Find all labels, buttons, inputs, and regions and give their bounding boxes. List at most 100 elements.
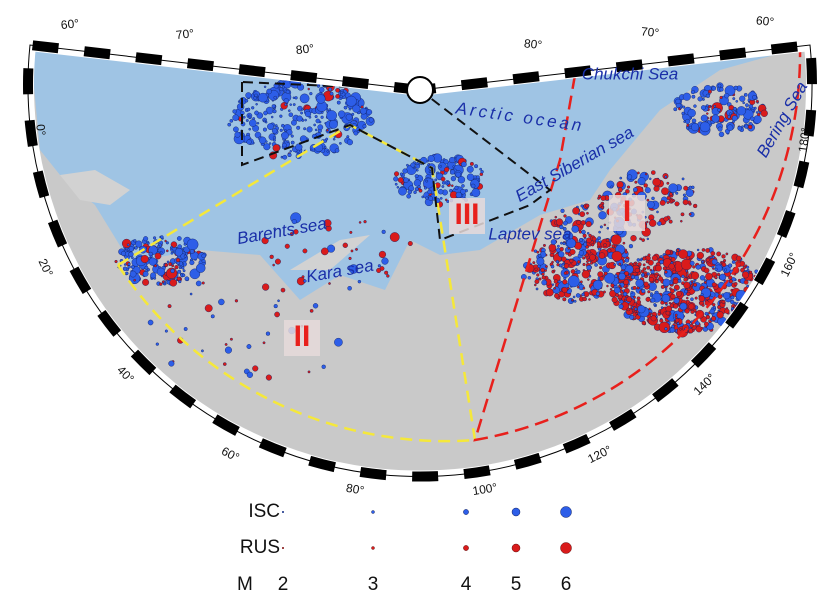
quake (246, 119, 248, 121)
quake (677, 322, 679, 324)
quake (581, 220, 586, 225)
quake (653, 303, 656, 306)
quake (384, 271, 388, 275)
quake (587, 279, 589, 281)
quake (295, 96, 298, 99)
quake (712, 115, 720, 123)
quake (535, 279, 539, 283)
quake (285, 244, 290, 249)
quake (667, 182, 670, 185)
quake (763, 293, 771, 301)
quake (596, 292, 600, 296)
quake (553, 270, 555, 272)
quake (407, 194, 411, 198)
quake (598, 271, 604, 277)
quake (726, 253, 728, 255)
quake (701, 327, 703, 329)
quake (131, 257, 133, 259)
legend-symbol (561, 507, 572, 518)
quake (633, 296, 635, 298)
quake (658, 312, 661, 315)
quake (423, 178, 433, 188)
quake (122, 239, 131, 248)
quake (301, 108, 303, 110)
quake (691, 281, 693, 283)
quake (288, 110, 290, 112)
quake (587, 232, 589, 234)
quake (256, 103, 258, 105)
quake (665, 250, 670, 255)
quake (625, 258, 629, 262)
quake (579, 250, 584, 255)
quake (684, 282, 691, 289)
quake (127, 248, 129, 250)
quake (651, 316, 656, 321)
quake (177, 270, 181, 274)
quake (670, 289, 674, 293)
quake (683, 186, 688, 191)
quake (440, 197, 442, 199)
quake (614, 264, 616, 266)
quake (719, 132, 724, 137)
quake (282, 143, 286, 147)
quake (235, 299, 238, 302)
quake (364, 220, 367, 223)
quake (428, 196, 432, 200)
quake (414, 191, 417, 194)
quake (620, 300, 624, 304)
quake (201, 350, 203, 352)
quake (304, 119, 306, 121)
quake (697, 252, 704, 259)
quake (560, 247, 564, 251)
quake (663, 279, 670, 286)
quake (339, 142, 341, 144)
quake (335, 148, 339, 152)
quake (682, 106, 685, 109)
quake (704, 268, 709, 273)
quake (245, 99, 248, 102)
quake (293, 103, 295, 105)
graticule-label: 60° (755, 13, 775, 29)
quake (587, 265, 592, 270)
quake (583, 297, 587, 301)
quake (564, 272, 567, 275)
quake (665, 176, 667, 178)
quake (297, 116, 303, 122)
quake (614, 274, 617, 277)
quake (309, 92, 312, 95)
quake (442, 185, 444, 187)
quake (157, 268, 165, 276)
quake (164, 263, 168, 267)
quake (157, 245, 160, 248)
quake (678, 250, 687, 259)
quake (728, 116, 731, 119)
quake (456, 172, 461, 177)
quake (247, 108, 250, 111)
quake (562, 280, 567, 285)
quake (591, 243, 594, 246)
quake (748, 313, 752, 317)
quake (674, 289, 676, 291)
quake (160, 251, 162, 253)
quake (744, 280, 748, 284)
quake (133, 239, 136, 242)
quake (153, 237, 156, 240)
quake (225, 343, 227, 345)
quake (449, 157, 455, 163)
quake (629, 315, 633, 319)
quake (724, 269, 727, 272)
quake (178, 245, 182, 249)
quake (480, 168, 482, 170)
quake (731, 296, 734, 299)
quake (737, 106, 746, 115)
quake (321, 112, 323, 114)
quake (451, 176, 456, 181)
quake (428, 155, 435, 162)
quake (615, 293, 618, 296)
quake (170, 279, 177, 286)
legend-symbol (282, 511, 284, 513)
quake (619, 263, 621, 265)
quake (692, 95, 695, 98)
quake (626, 296, 628, 298)
quake (563, 297, 567, 301)
